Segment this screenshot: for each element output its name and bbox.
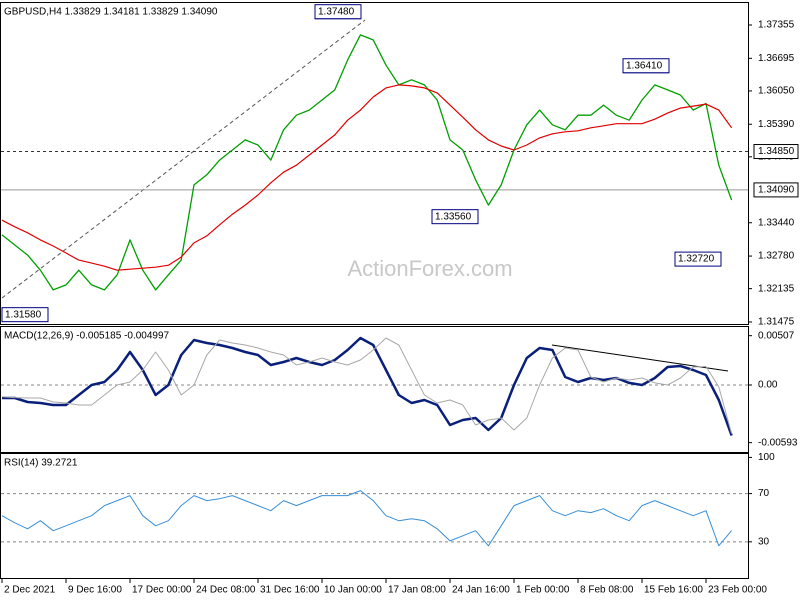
x-tick-label: 23 Feb 00:00 bbox=[708, 585, 767, 596]
series-line bbox=[1, 490, 732, 547]
y-tick-label: 1.37355 bbox=[758, 20, 795, 31]
panel-border bbox=[0, 326, 749, 453]
series-line bbox=[1, 84, 733, 271]
panel-title: RSI(14) 39.2721 bbox=[4, 458, 78, 469]
y-tick-label: 1.31475 bbox=[758, 317, 795, 328]
y-tick-label: 1.36695 bbox=[758, 53, 795, 64]
price-level-label: 1.34850 bbox=[758, 146, 795, 157]
y-tick-label: 1.36050 bbox=[758, 86, 795, 97]
x-tick-label: 24 Jan 16:00 bbox=[452, 585, 510, 596]
annotation-box bbox=[622, 58, 670, 74]
watermark: ActionForex.com bbox=[347, 256, 512, 281]
x-tick-label: 2 Dec 2021 bbox=[4, 585, 56, 596]
y-tick-label: 1.32135 bbox=[758, 283, 795, 294]
series-line bbox=[2, 336, 733, 436]
y-tick-label: -0.00593 bbox=[758, 437, 798, 448]
y-tick-label: 100 bbox=[758, 452, 775, 463]
y-tick-label: 70 bbox=[758, 488, 770, 499]
x-tick-label: 1 Feb 00:00 bbox=[516, 585, 570, 596]
y-tick-label: 0.00507 bbox=[758, 330, 795, 341]
panel-border bbox=[0, 2, 749, 325]
trend-line bbox=[1, 19, 366, 299]
y-tick-label: 1.32780 bbox=[758, 251, 795, 262]
x-tick-label: 10 Jan 00:00 bbox=[324, 585, 382, 596]
y-tick-label: 1.35390 bbox=[758, 119, 795, 130]
annotation-label: 1.36410 bbox=[626, 60, 663, 71]
annotation-label: 1.37480 bbox=[318, 6, 355, 17]
series-line bbox=[1, 34, 733, 291]
x-tick-label: 24 Dec 08:00 bbox=[196, 585, 256, 596]
y-tick-label: 1.33440 bbox=[758, 217, 795, 228]
price-level-box bbox=[753, 182, 799, 198]
panel-title: GBPUSD,H4 1.33829 1.34181 1.33829 1.3409… bbox=[4, 7, 218, 18]
x-tick-label: 17 Dec 00:00 bbox=[132, 585, 192, 596]
annotation-label: 1.33560 bbox=[435, 211, 472, 222]
x-tick-label: 8 Feb 08:00 bbox=[580, 585, 634, 596]
annotation-box bbox=[431, 209, 479, 225]
annotation-label: 1.31580 bbox=[5, 309, 42, 320]
x-tick-label: 15 Feb 16:00 bbox=[644, 585, 703, 596]
price-level-label: 1.34090 bbox=[758, 185, 795, 196]
x-tick-label: 17 Jan 08:00 bbox=[388, 585, 446, 596]
panel-border bbox=[0, 453, 749, 579]
panel-title: MACD(12,26,9) -0.005185 -0.004997 bbox=[4, 331, 170, 342]
annotation-box bbox=[1, 307, 49, 323]
y-tick-label: 30 bbox=[758, 536, 770, 547]
annotation-box bbox=[674, 251, 722, 267]
annotation-label: 1.32720 bbox=[678, 254, 715, 265]
annotation-box bbox=[314, 4, 362, 20]
series-line bbox=[1, 337, 733, 434]
x-tick-label: 9 Dec 16:00 bbox=[68, 585, 122, 596]
y-tick-label: 0.00 bbox=[758, 380, 778, 391]
x-tick-label: 31 Dec 16:00 bbox=[260, 585, 320, 596]
price-level-box bbox=[753, 144, 799, 160]
